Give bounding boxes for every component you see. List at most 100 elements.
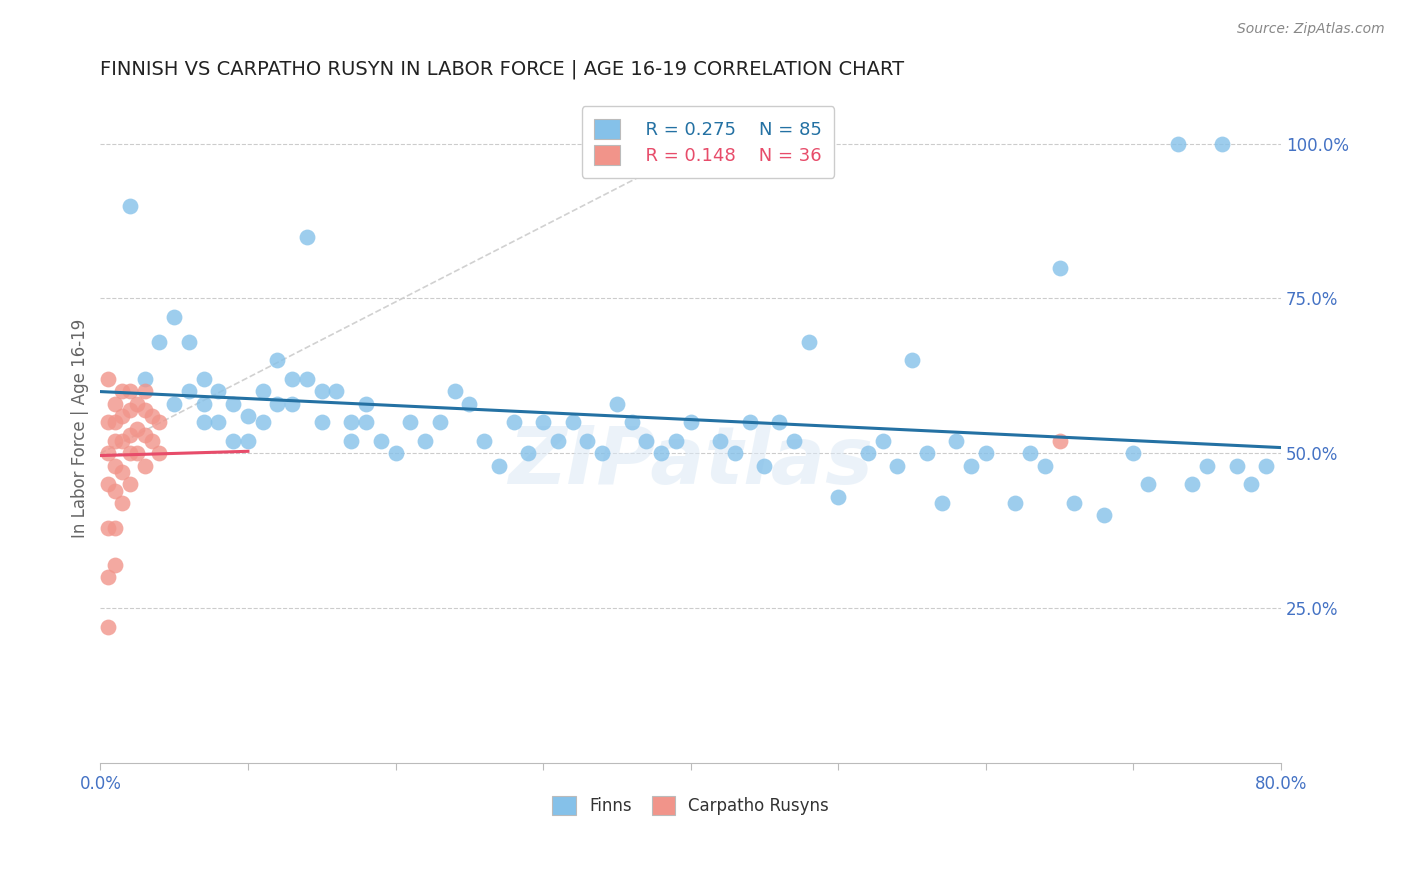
Finns — [266, 353, 288, 368]
Finns — [311, 384, 333, 399]
Carpatho Rusyns — [97, 416, 120, 430]
Carpatho Rusyns — [148, 416, 170, 430]
Carpatho Rusyns — [127, 421, 149, 435]
Finns — [931, 496, 953, 510]
Finns — [783, 434, 806, 448]
Finns — [325, 384, 347, 399]
Carpatho Rusyns — [104, 416, 127, 430]
Finns — [193, 416, 215, 430]
Finns — [531, 416, 554, 430]
Carpatho Rusyns — [141, 434, 163, 448]
Finns — [1049, 260, 1071, 275]
Carpatho Rusyns — [97, 620, 120, 634]
Text: Source: ZipAtlas.com: Source: ZipAtlas.com — [1237, 22, 1385, 37]
Finns — [679, 416, 702, 430]
Finns — [458, 397, 481, 411]
Finns — [1033, 458, 1056, 473]
Finns — [606, 397, 628, 411]
Finns — [281, 397, 304, 411]
Finns — [295, 229, 318, 244]
Finns — [636, 434, 658, 448]
Finns — [650, 446, 672, 460]
Carpatho Rusyns — [134, 427, 156, 442]
Finns — [443, 384, 465, 399]
Carpatho Rusyns — [118, 384, 141, 399]
Legend: Finns, Carpatho Rusyns: Finns, Carpatho Rusyns — [546, 789, 835, 822]
Finns — [193, 397, 215, 411]
Finns — [354, 397, 377, 411]
Finns — [207, 416, 229, 430]
Carpatho Rusyns — [118, 427, 141, 442]
Finns — [370, 434, 392, 448]
Finns — [502, 416, 524, 430]
Finns — [856, 446, 879, 460]
Finns — [163, 397, 186, 411]
Carpatho Rusyns — [111, 409, 134, 424]
Carpatho Rusyns — [104, 434, 127, 448]
Finns — [177, 334, 200, 349]
Finns — [222, 434, 245, 448]
Finns — [1019, 446, 1042, 460]
Carpatho Rusyns — [97, 477, 120, 491]
Finns — [561, 416, 583, 430]
Finns — [354, 416, 377, 430]
Finns — [797, 334, 820, 349]
Finns — [295, 372, 318, 386]
Finns — [886, 458, 908, 473]
Finns — [472, 434, 495, 448]
Finns — [1256, 458, 1278, 473]
Finns — [960, 458, 983, 473]
Finns — [768, 416, 790, 430]
Finns — [738, 416, 761, 430]
Finns — [222, 397, 245, 411]
Finns — [827, 490, 849, 504]
Carpatho Rusyns — [118, 403, 141, 417]
Finns — [340, 434, 363, 448]
Finns — [429, 416, 451, 430]
Finns — [547, 434, 569, 448]
Text: FINNISH VS CARPATHO RUSYN IN LABOR FORCE | AGE 16-19 CORRELATION CHART: FINNISH VS CARPATHO RUSYN IN LABOR FORCE… — [100, 60, 904, 79]
Carpatho Rusyns — [104, 397, 127, 411]
Finns — [118, 198, 141, 212]
Carpatho Rusyns — [97, 372, 120, 386]
Finns — [399, 416, 422, 430]
Carpatho Rusyns — [97, 570, 120, 584]
Finns — [1092, 508, 1115, 523]
Finns — [517, 446, 540, 460]
Carpatho Rusyns — [127, 397, 149, 411]
Finns — [1004, 496, 1026, 510]
Finns — [945, 434, 967, 448]
Finns — [311, 416, 333, 430]
Carpatho Rusyns — [104, 558, 127, 572]
Carpatho Rusyns — [134, 384, 156, 399]
Carpatho Rusyns — [127, 446, 149, 460]
Finns — [1063, 496, 1085, 510]
Finns — [177, 384, 200, 399]
Finns — [1226, 458, 1249, 473]
Carpatho Rusyns — [134, 458, 156, 473]
Finns — [1211, 136, 1233, 151]
Carpatho Rusyns — [118, 477, 141, 491]
Finns — [591, 446, 613, 460]
Carpatho Rusyns — [141, 409, 163, 424]
Finns — [163, 310, 186, 324]
Finns — [1181, 477, 1204, 491]
Finns — [207, 384, 229, 399]
Finns — [754, 458, 776, 473]
Finns — [724, 446, 747, 460]
Finns — [193, 372, 215, 386]
Finns — [252, 416, 274, 430]
Carpatho Rusyns — [111, 465, 134, 479]
Carpatho Rusyns — [111, 496, 134, 510]
Carpatho Rusyns — [118, 446, 141, 460]
Y-axis label: In Labor Force | Age 16-19: In Labor Force | Age 16-19 — [72, 319, 89, 538]
Carpatho Rusyns — [104, 458, 127, 473]
Finns — [901, 353, 924, 368]
Finns — [236, 409, 259, 424]
Finns — [252, 384, 274, 399]
Carpatho Rusyns — [97, 521, 120, 535]
Carpatho Rusyns — [134, 403, 156, 417]
Carpatho Rusyns — [104, 483, 127, 498]
Carpatho Rusyns — [1049, 434, 1071, 448]
Carpatho Rusyns — [111, 434, 134, 448]
